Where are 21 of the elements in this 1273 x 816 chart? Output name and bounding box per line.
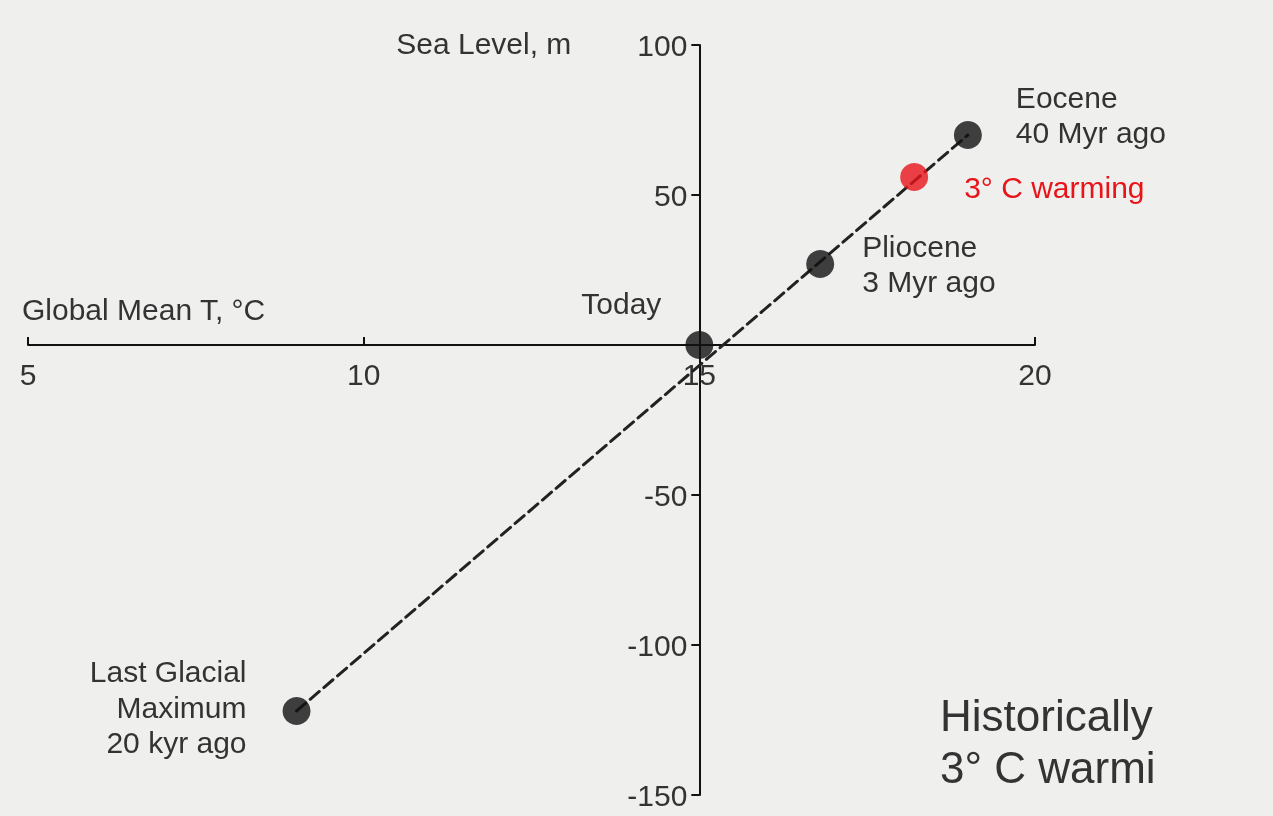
x-axis-title: Global Mean T, °C (22, 292, 266, 326)
x-tick-label: 5 (19, 357, 37, 391)
point (282, 697, 311, 725)
y-tick-label: 100 (637, 28, 688, 62)
point (685, 331, 714, 359)
y-tick-label: 50 (653, 178, 688, 212)
point (900, 163, 929, 191)
annotation: Eocene 40 Myr ago (1015, 80, 1166, 150)
x-tick-label: 20 (1018, 357, 1052, 391)
y-tick-label: -50 (643, 478, 688, 512)
annotation: 3° C warming (964, 170, 1145, 204)
point (806, 250, 835, 278)
annotation: Historically 3° C warmi (940, 691, 1156, 793)
annotation: Pliocene 3 Myr ago (862, 229, 996, 299)
y-tick-label: -100 (627, 628, 688, 662)
point (953, 121, 982, 149)
annotation: Last Glacial Maximum 20 kyr ago (89, 655, 247, 759)
y-tick-label: -150 (627, 778, 688, 812)
y-axis-title: Sea Level, m (396, 26, 572, 60)
x-tick-label: 10 (346, 357, 381, 391)
annotation: Today (581, 286, 662, 320)
